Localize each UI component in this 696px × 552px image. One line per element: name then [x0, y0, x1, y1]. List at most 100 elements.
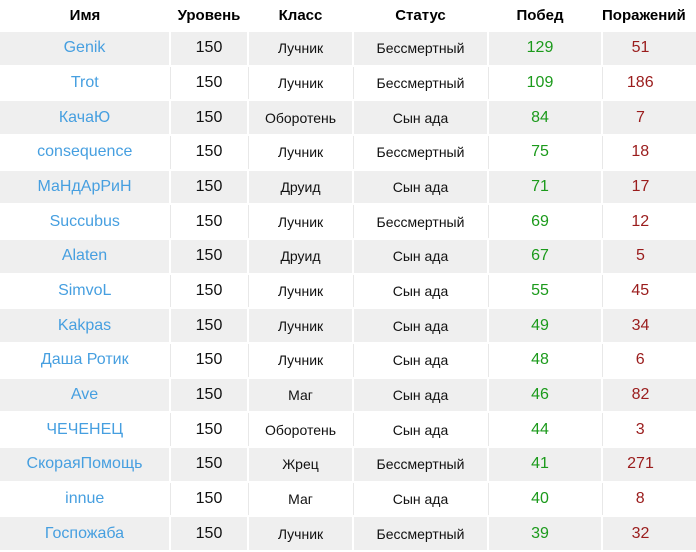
column-header-status: Статус	[353, 0, 488, 31]
class-cell: Лучник	[247, 30, 353, 67]
status-cell: Сын ада	[352, 273, 488, 309]
level-cell: 150	[169, 237, 248, 275]
losses-cell: 34	[601, 307, 696, 344]
wins-cell: 69	[487, 204, 602, 239]
losses-cell: 32	[601, 515, 696, 552]
table-row: innue 150 Маг Сын ада 40 8	[0, 481, 696, 517]
class-cell: Лучник	[247, 342, 353, 378]
table-row: КачаЮ 150 Оборотень Сын ада 84 7	[0, 99, 696, 136]
wins-cell: 55	[487, 273, 602, 309]
losses-cell: 18	[601, 134, 696, 170]
level-cell: 150	[169, 65, 248, 101]
table-row: Ave 150 Маг Сын ада 46 82	[0, 376, 696, 414]
level-cell: 150	[169, 168, 248, 206]
class-cell: Лучник	[247, 515, 353, 552]
player-name-link[interactable]: Госпожаба	[0, 515, 170, 552]
class-cell: Маг	[247, 376, 353, 414]
column-header-losses: Поражений	[602, 0, 696, 31]
class-cell: Друид	[247, 237, 353, 275]
status-cell: Бессмертный	[352, 515, 488, 552]
table-row: consequence 150 Лучник Бессмертный 75 18	[0, 134, 696, 170]
wins-cell: 84	[487, 99, 602, 136]
class-cell: Оборотень	[247, 99, 353, 136]
player-name-link[interactable]: SimvoL	[0, 273, 170, 309]
table-row: Alaten 150 Друид Сын ада 67 5	[0, 237, 696, 275]
player-name-link[interactable]: Alaten	[0, 237, 170, 275]
wins-cell: 71	[487, 168, 602, 206]
player-name-link[interactable]: Trot	[0, 65, 170, 101]
player-name-link[interactable]: innue	[0, 481, 170, 517]
class-cell: Лучник	[247, 307, 353, 344]
losses-cell: 7	[601, 99, 696, 136]
table-row: ЧЕЧЕНЕЦ 150 Оборотень Сын ада 44 3	[0, 412, 696, 447]
class-cell: Лучник	[247, 204, 353, 239]
table-row: МаНдАрРиН 150 Друид Сын ада 71 17	[0, 168, 696, 206]
level-cell: 150	[169, 273, 248, 309]
losses-cell: 5	[601, 237, 696, 275]
status-cell: Бессмертный	[352, 30, 488, 67]
player-name-link[interactable]: Kakpas	[0, 307, 170, 344]
player-name-link[interactable]: ЧЕЧЕНЕЦ	[0, 412, 170, 447]
player-name-link[interactable]: Genik	[0, 30, 170, 67]
table-body: Genik 150 Лучник Бессмертный 129 51 Trot 150 Луч…	[0, 30, 696, 552]
losses-cell: 8	[601, 481, 696, 517]
status-cell: Сын ада	[352, 237, 488, 275]
status-cell: Сын ада	[352, 376, 488, 414]
wins-cell: 75	[487, 134, 602, 170]
player-name-link[interactable]: КачаЮ	[0, 99, 170, 136]
table-row: Госпожаба 150 Лучник Бессмертный 39 32	[0, 515, 696, 552]
losses-cell: 51	[601, 30, 696, 67]
wins-cell: 129	[487, 30, 602, 67]
wins-cell: 49	[487, 307, 602, 344]
status-cell: Сын ада	[352, 342, 488, 378]
wins-cell: 46	[487, 376, 602, 414]
class-cell: Друид	[247, 168, 353, 206]
wins-cell: 44	[487, 412, 602, 447]
wins-cell: 40	[487, 481, 602, 517]
level-cell: 150	[169, 134, 248, 170]
status-cell: Бессмертный	[352, 134, 488, 170]
level-cell: 150	[169, 342, 248, 378]
status-cell: Сын ада	[352, 168, 488, 206]
table-row: СкораяПомощь 150 Жрец Бессмертный 41 271	[0, 445, 696, 483]
header-row: Имя Уровень Класс Статус Побед Поражений	[0, 0, 696, 31]
column-header-class: Класс	[248, 0, 353, 31]
losses-cell: 6	[601, 342, 696, 378]
column-header-level: Уровень	[170, 0, 248, 31]
player-name-link[interactable]: Даша Ротик	[0, 342, 170, 378]
player-name-link[interactable]: Succubus	[0, 204, 170, 239]
class-cell: Лучник	[247, 273, 353, 309]
player-name-link[interactable]: consequence	[0, 134, 170, 170]
level-cell: 150	[169, 481, 248, 517]
losses-cell: 271	[601, 445, 696, 483]
table-row: Succubus 150 Лучник Бессмертный 69 12	[0, 204, 696, 239]
column-header-name: Имя	[0, 0, 170, 31]
status-cell: Сын ада	[352, 307, 488, 344]
wins-cell: 109	[487, 65, 602, 101]
level-cell: 150	[169, 99, 248, 136]
player-name-link[interactable]: СкораяПомощь	[0, 445, 170, 483]
class-cell: Лучник	[247, 134, 353, 170]
table-row: Kakpas 150 Лучник Сын ада 49 34	[0, 307, 696, 344]
wins-cell: 67	[487, 237, 602, 275]
level-cell: 150	[169, 445, 248, 483]
table-row: Genik 150 Лучник Бессмертный 129 51	[0, 30, 696, 67]
losses-cell: 45	[601, 273, 696, 309]
player-name-link[interactable]: Ave	[0, 376, 170, 414]
status-cell: Сын ада	[352, 412, 488, 447]
losses-cell: 186	[601, 65, 696, 101]
losses-cell: 12	[601, 204, 696, 239]
class-cell: Лучник	[247, 65, 353, 101]
status-cell: Сын ада	[352, 481, 488, 517]
status-cell: Бессмертный	[352, 445, 488, 483]
level-cell: 150	[169, 412, 248, 447]
column-header-wins: Побед	[488, 0, 602, 31]
player-name-link[interactable]: МаНдАрРиН	[0, 168, 170, 206]
level-cell: 150	[169, 376, 248, 414]
status-cell: Бессмертный	[352, 204, 488, 239]
table-row: Trot 150 Лучник Бессмертный 109 186	[0, 65, 696, 101]
class-cell: Оборотень	[247, 412, 353, 447]
class-cell: Маг	[247, 481, 353, 517]
wins-cell: 41	[487, 445, 602, 483]
